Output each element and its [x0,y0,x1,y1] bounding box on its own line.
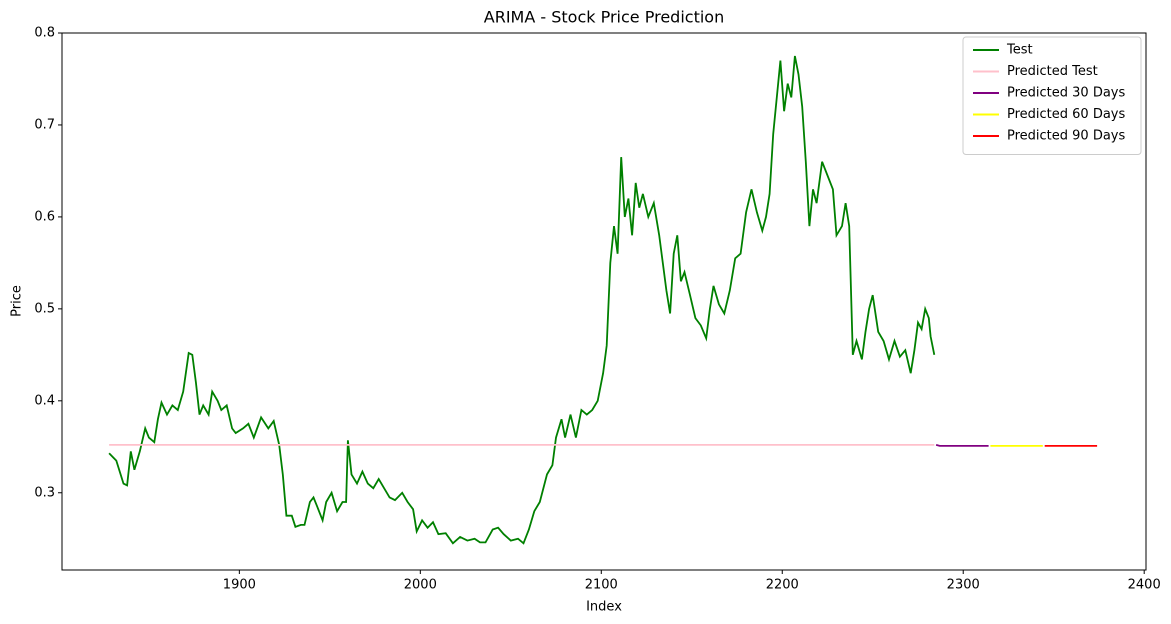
y-tick-label: 0.8 [34,26,55,41]
legend-label: Predicted 90 Days [1007,129,1126,144]
legend-label: Predicted Test [1007,64,1098,79]
y-tick-label: 0.4 [34,393,55,408]
y-tick-label: 0.7 [34,117,55,132]
x-tick-label: 2000 [404,578,437,593]
legend-label: Test [1006,43,1033,58]
y-tick-label: 0.5 [34,301,55,316]
line-series [935,444,989,447]
x-tick-label: 2100 [585,578,618,593]
x-tick-label: 2400 [1128,578,1161,593]
legend-label: Predicted 60 Days [1007,107,1126,122]
y-tick-label: 0.3 [34,485,55,500]
y-axis-label: Price [10,285,25,317]
y-tick-label: 0.6 [34,209,55,224]
legend-label: Predicted 30 Days [1007,86,1126,101]
plot-frame [61,32,1147,571]
x-tick-label: 2300 [947,578,980,593]
chart-title: ARIMA - Stock Price Prediction [484,8,724,27]
x-tick-label: 2200 [766,578,799,593]
line-series [108,55,936,545]
legend-box [962,36,1142,155]
x-axis-label: Index [586,600,622,615]
x-tick-label: 1900 [223,578,256,593]
